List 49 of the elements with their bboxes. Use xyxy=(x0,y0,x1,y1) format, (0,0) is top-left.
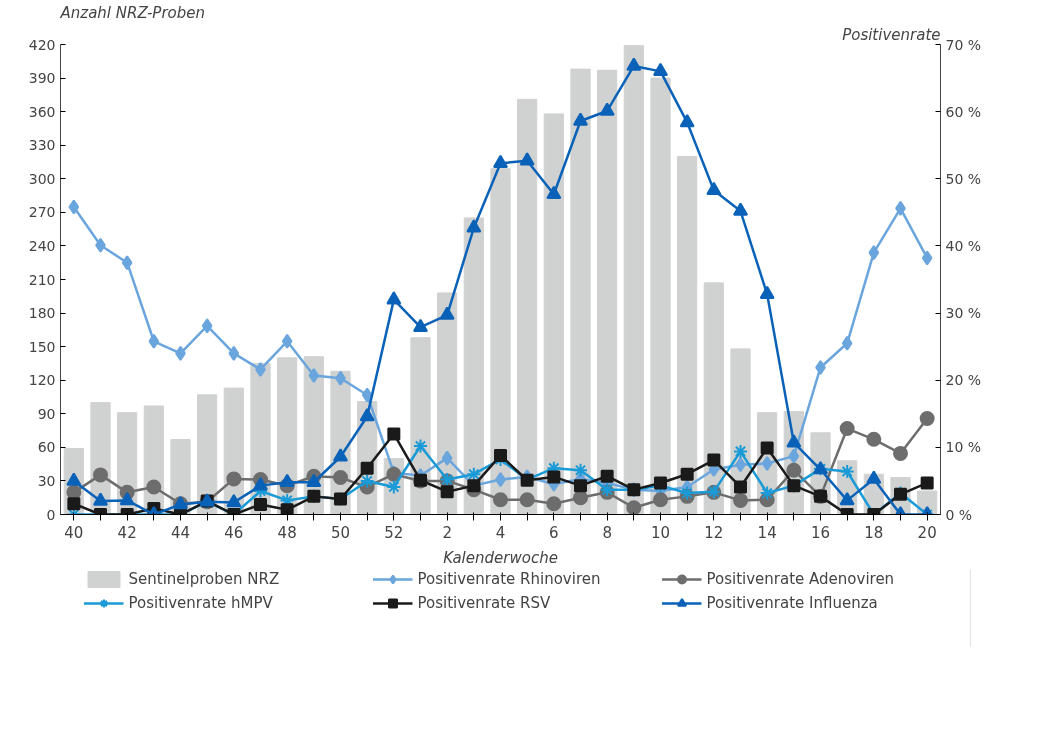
y-tick-label: 150 xyxy=(28,338,56,355)
y-tick-label: 360 xyxy=(28,103,56,120)
y-axis-title: Anzahl NRZ-Proben xyxy=(59,3,206,22)
x-tick-label: 46 xyxy=(224,523,244,542)
y-tick-label: 270 xyxy=(28,204,56,221)
legend-label: Positivenrate Adenoviren xyxy=(706,570,896,588)
y-tick-label: 420 xyxy=(28,36,56,53)
x-tick-label: 40 xyxy=(64,523,84,542)
y2-tick-label: 50 % xyxy=(945,170,982,187)
x-tick-label: 12 xyxy=(704,523,724,542)
x-tick-label: 8 xyxy=(602,523,612,542)
x-tick-label: 18 xyxy=(864,523,884,542)
x-tick-label: 42 xyxy=(117,523,137,542)
x-tick-label: 52 xyxy=(384,523,404,542)
x-tick-label: 44 xyxy=(170,523,191,542)
x-tick-label: 6 xyxy=(549,523,559,542)
x-tick-label: 16 xyxy=(810,523,831,542)
y-tick-label: 240 xyxy=(28,237,56,254)
y-tick-label: 330 xyxy=(28,137,56,154)
y-tick-label: 300 xyxy=(28,170,56,187)
y2-tick-label: 30 % xyxy=(945,305,982,322)
x-tick-label: 50 xyxy=(330,523,351,542)
legend-label: Positivenrate RSV xyxy=(417,594,552,612)
y-tick-label: 30 xyxy=(37,472,56,489)
legend-label: Sentinelproben NRZ xyxy=(128,570,281,588)
legend-label: Positivenrate Influenza xyxy=(706,594,879,612)
y-tick-label: 0 xyxy=(46,506,56,523)
y2-tick-label: 0 % xyxy=(945,506,973,523)
y2-tick-label: 20 % xyxy=(945,372,982,389)
x-axis-title: Kalenderwoche xyxy=(443,548,558,567)
legend-label: Positivenrate Rhinoviren xyxy=(417,570,602,588)
y2-tick-label: 10 % xyxy=(945,439,982,456)
y2-tick-label: 60 % xyxy=(945,103,982,120)
y2-tick-label: 70 % xyxy=(945,36,982,53)
y-tick-label: 390 xyxy=(28,70,56,87)
y-tick-label: 120 xyxy=(28,372,56,389)
x-tick-label: 4 xyxy=(495,523,506,542)
y-tick-label: 210 xyxy=(28,271,56,288)
y-tick-label: 60 xyxy=(37,439,56,456)
x-tick-label: 10 xyxy=(650,523,671,542)
y-tick-label: 180 xyxy=(28,305,56,322)
legend-label: Positivenrate hMPV xyxy=(128,594,274,612)
x-tick-label: 14 xyxy=(757,523,777,542)
x-tick-label: 20 xyxy=(917,523,937,542)
y-tick-label: 90 xyxy=(37,405,56,422)
x-tick-label: 2 xyxy=(442,523,452,542)
y2-axis-title: Positivenrate xyxy=(842,25,941,44)
y2-tick-label: 40 % xyxy=(945,237,982,254)
x-tick-label: 48 xyxy=(277,523,297,542)
